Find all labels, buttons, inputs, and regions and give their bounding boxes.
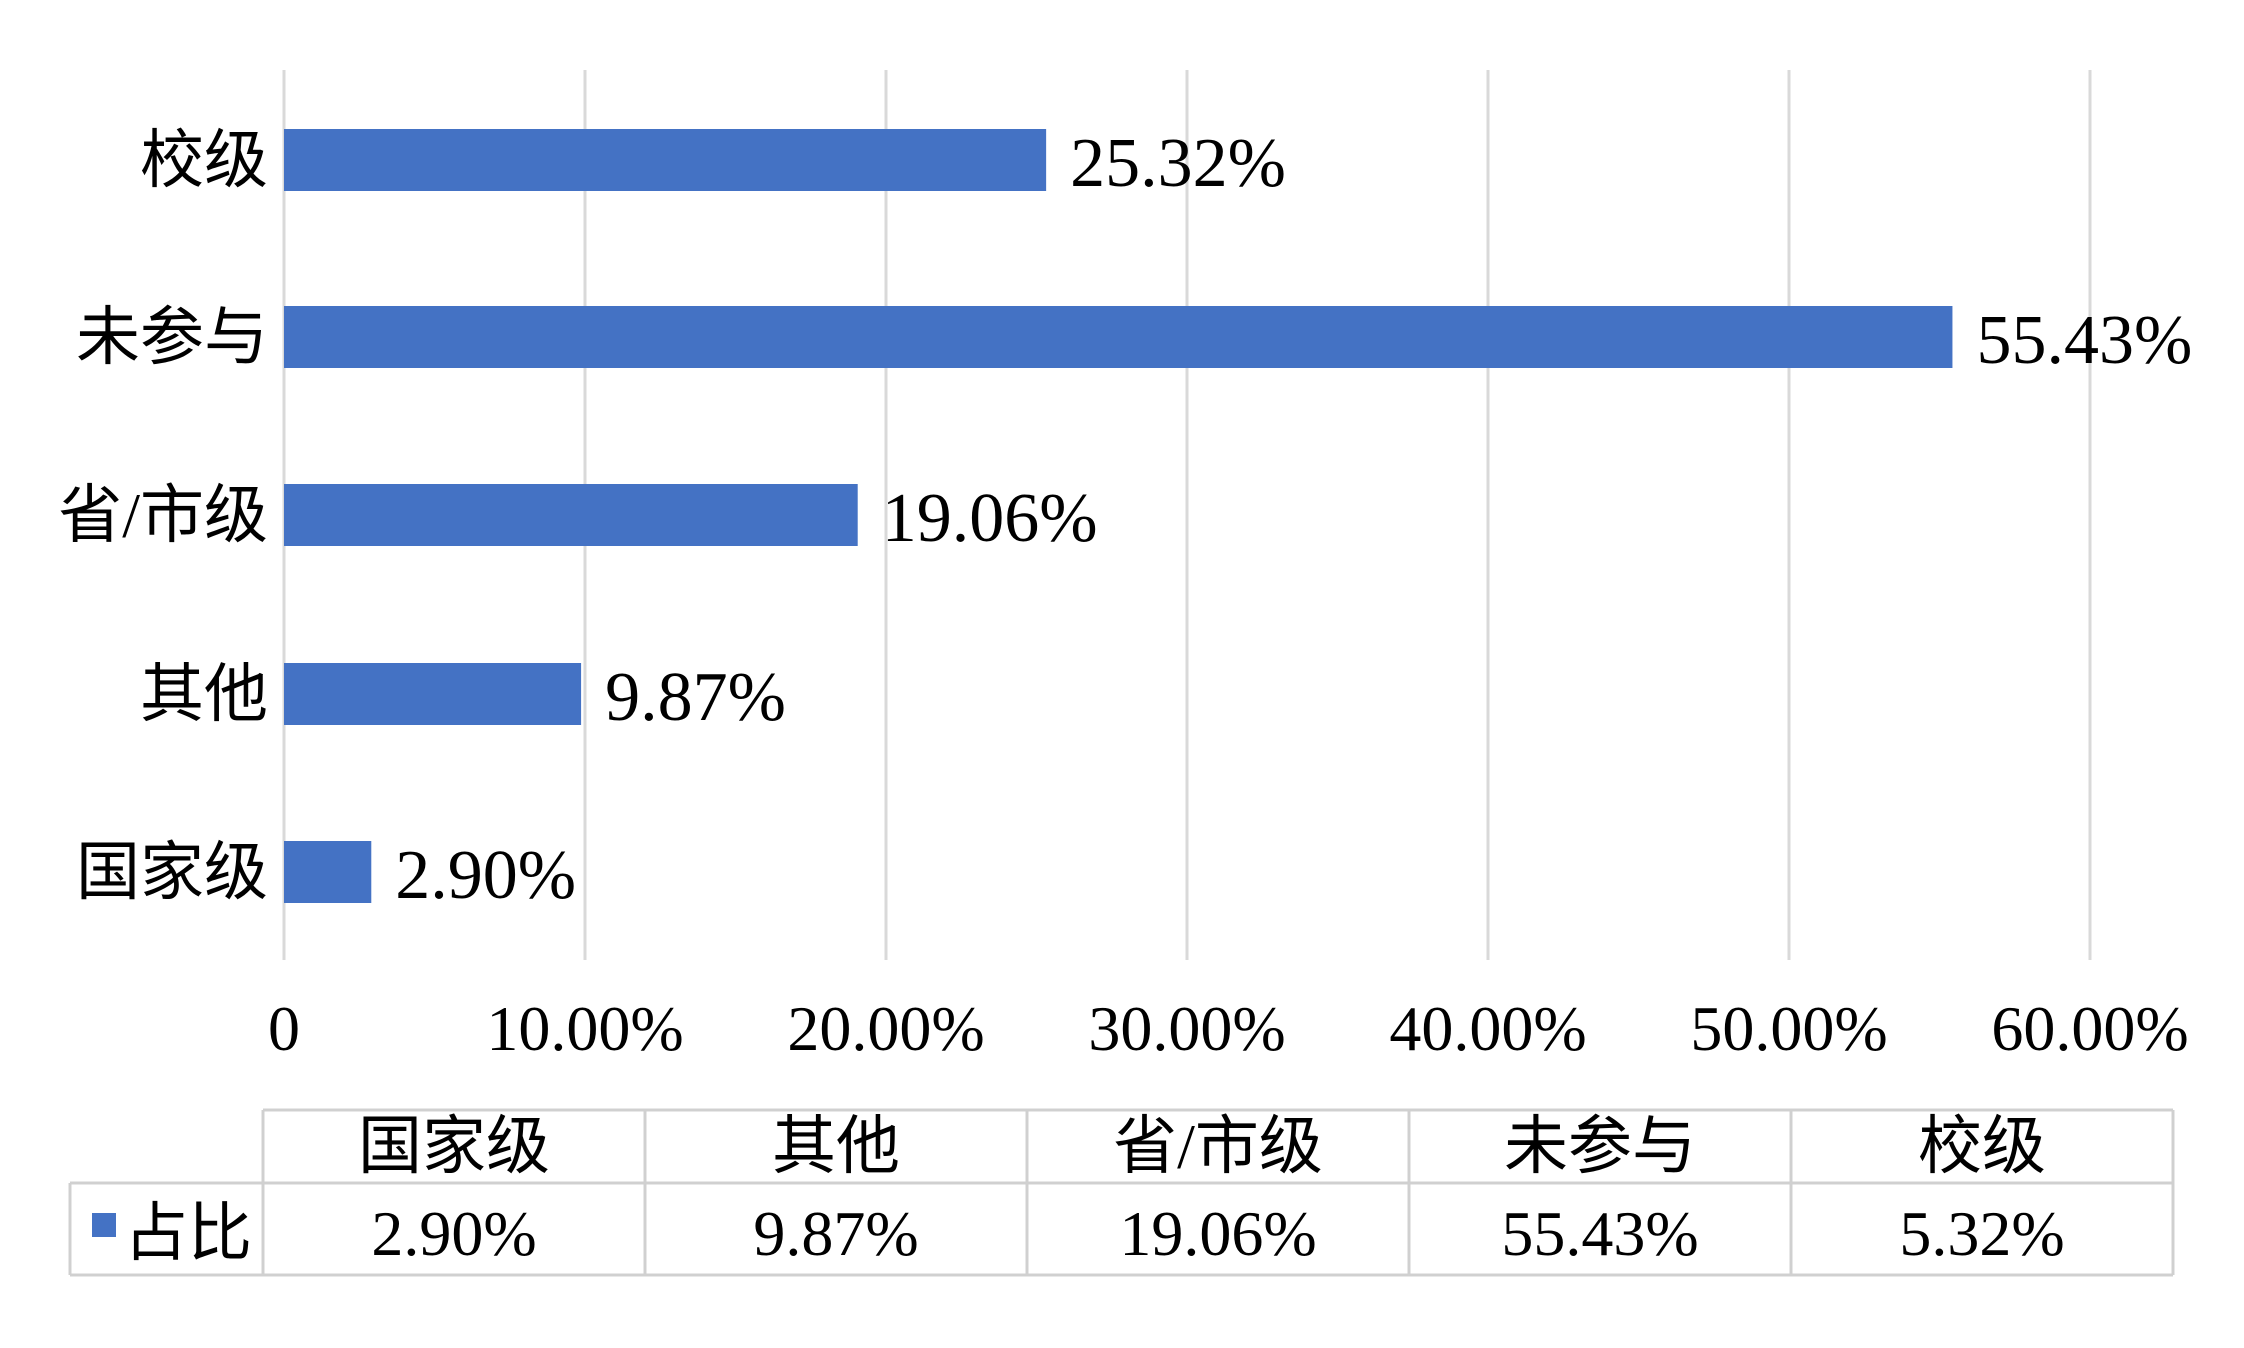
data-table: 国家级 2.90% 其他 9.87% 省/市级 19.06% 未参与 55.43% 校级 5.32… xyxy=(68,1108,2175,1277)
table-value-cell: 55.43% xyxy=(1501,1198,1698,1269)
table-header-cell: 其他 xyxy=(772,1111,900,1182)
table-value-cell: 5.32% xyxy=(1899,1198,2064,1269)
category-label: 未参与 xyxy=(76,302,268,373)
x-tick-label: 40.00% xyxy=(1389,993,1586,1064)
legend-swatch xyxy=(92,1213,116,1237)
data-label: 2.90% xyxy=(395,837,576,914)
bar xyxy=(284,129,1047,191)
data-label: 19.06% xyxy=(882,480,1098,557)
bar xyxy=(284,663,582,725)
table-header-cell: 校级 xyxy=(1918,1111,2046,1182)
bar xyxy=(284,484,858,546)
table-value-cell: 9.87% xyxy=(753,1198,918,1269)
table-header-cell: 国家级 xyxy=(358,1111,550,1182)
category-label: 国家级 xyxy=(76,837,268,908)
data-label: 25.32% xyxy=(1070,125,1286,202)
gridlines xyxy=(282,70,2092,960)
x-tick-label: 0 xyxy=(268,993,300,1064)
bar xyxy=(284,841,372,903)
x-tick-label: 30.00% xyxy=(1088,993,1285,1064)
x-tick-label: 20.00% xyxy=(787,993,984,1064)
data-label: 55.43% xyxy=(1976,302,2192,379)
bars xyxy=(284,129,1953,903)
x-tick-label: 60.00% xyxy=(1991,993,2188,1064)
bar xyxy=(284,306,1953,368)
table-value-cell: 2.90% xyxy=(371,1198,536,1269)
x-tick-label: 10.00% xyxy=(486,993,683,1064)
category-label: 其他 xyxy=(140,659,268,730)
legend-series-name: 占比 xyxy=(124,1198,252,1269)
table-header-cell: 未参与 xyxy=(1504,1111,1696,1182)
category-label: 省/市级 xyxy=(58,480,268,551)
value-labels: 25.32% 55.43% 19.06% 9.87% 2.90% xyxy=(395,125,2192,914)
x-axis-tick-labels: 0 10.00% 20.00% 30.00% 40.00% 50.00% 60.00% xyxy=(268,993,2189,1064)
category-label: 校级 xyxy=(140,125,268,196)
x-tick-label: 50.00% xyxy=(1690,993,1887,1064)
data-label: 9.87% xyxy=(605,659,786,736)
table-value-cell: 19.06% xyxy=(1119,1198,1316,1269)
table-header-cell: 省/市级 xyxy=(1113,1111,1323,1182)
